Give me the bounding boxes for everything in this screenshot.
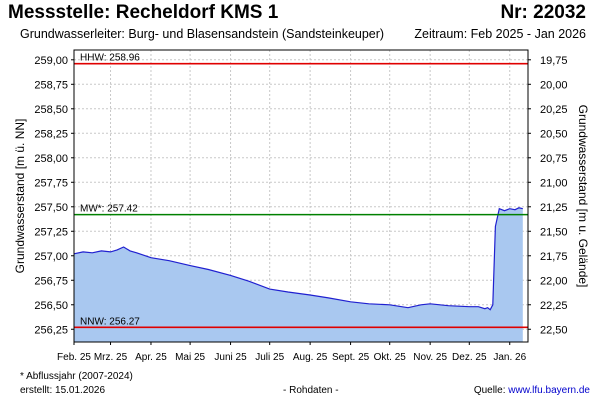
- source-link[interactable]: www.lfu.bayern.de: [508, 385, 590, 396]
- period-info: Zeitraum: Feb 2025 - Jan 2026: [414, 27, 586, 41]
- y-tick-label-left: 258,75: [34, 79, 68, 91]
- x-tick-label: Juli 25: [255, 352, 284, 363]
- x-tick-label: Jan. 26: [493, 352, 526, 363]
- x-ticks: Feb. 25 Mrz. 25 Apr. 25 Mai 25 Juni 25 Juli 2…: [57, 342, 527, 363]
- footnote: * Abflussjahr (2007-2024): [20, 371, 133, 382]
- y-ticks-left: 256,25 256,50 256,75 257,00 257,25 257,50 257,…: [34, 55, 74, 336]
- y-axis-title-right: Grundwasserstand [m u. Gelände]: [576, 105, 590, 288]
- x-tick-label: Mai 25: [175, 352, 205, 363]
- x-tick-label: Juni 25: [214, 352, 247, 363]
- y-tick-label-left: 257,25: [34, 226, 68, 238]
- reference-line-label: NNW: 256.27: [80, 316, 140, 327]
- y-tick-label-right: 21,00: [540, 177, 568, 189]
- y-tick-label-right: 22,25: [540, 300, 568, 312]
- y-tick-label-right: 21,25: [540, 202, 568, 214]
- series-area: [74, 207, 523, 342]
- x-tick-label: Apr. 25: [135, 352, 167, 363]
- station-number: Nr: 22032: [500, 2, 586, 23]
- series-line: [73, 207, 523, 311]
- y-tick-label-left: 257,50: [34, 202, 68, 214]
- y-tick-label-right: 21,50: [540, 226, 568, 238]
- x-tick-label: Feb. 25: [57, 352, 91, 363]
- created-date: erstellt: 15.01.2026: [20, 385, 106, 396]
- x-tick-label: Nov. 25: [413, 352, 447, 363]
- reference-lines: HHW: 258.96 MW*: 257.42 NNW: 256.27: [74, 53, 528, 329]
- y-ticks-right: 22,50 22,25 22,00 21,75 21,50 21,25 21,00 20,75…: [528, 55, 568, 336]
- x-tick-label: Aug. 25: [293, 352, 328, 363]
- y-tick-label-left: 259,00: [34, 55, 68, 67]
- x-tick-label: Dez. 25: [452, 352, 487, 363]
- y-tick-label-left: 256,75: [34, 275, 68, 287]
- source: Quelle: www.lfu.bayern.de: [474, 385, 590, 396]
- y-tick-label-left: 258,50: [34, 104, 68, 116]
- x-tick-label: Okt. 25: [374, 352, 407, 363]
- x-tick-label: Sept. 25: [332, 352, 370, 363]
- y-tick-label-left: 258,00: [34, 153, 68, 165]
- y-tick-label-left: 257,75: [34, 177, 68, 189]
- reference-line-label: HHW: 258.96: [80, 53, 140, 64]
- plot-frame: [73, 49, 529, 343]
- x-tick-label: Mrz. 25: [94, 352, 128, 363]
- source-label: Quelle:: [473, 385, 509, 396]
- y-tick-label-right: 19,75: [540, 55, 568, 67]
- y-tick-label-right: 20,50: [540, 128, 568, 140]
- y-tick-label-right: 20,75: [540, 153, 568, 165]
- raw-data-note: - Rohdaten -: [283, 385, 339, 396]
- y-tick-label-right: 20,25: [540, 104, 568, 116]
- y-tick-label-right: 20,00: [540, 79, 568, 91]
- y-tick-label-left: 256,50: [34, 300, 68, 312]
- y-tick-label-left: 256,25: [34, 324, 68, 336]
- y-axis-title-left: Grundwasserstand [m ü. NN]: [13, 119, 27, 274]
- series-layer: [73, 207, 523, 342]
- y-tick-label-right: 22,00: [540, 275, 568, 287]
- y-tick-label-left: 257,00: [34, 251, 68, 263]
- y-tick-label-left: 258,25: [34, 128, 68, 140]
- y-tick-label-right: 22,50: [540, 324, 568, 336]
- reference-line-label: MW*: 257.42: [80, 204, 138, 215]
- aquifer-info: Grundwasserleiter: Burg- und Blasensands…: [20, 27, 385, 41]
- station-title: Messstelle: Recheldorf KMS 1: [8, 2, 279, 23]
- grid-lines: [73, 50, 528, 342]
- y-tick-label-right: 21,75: [540, 251, 568, 263]
